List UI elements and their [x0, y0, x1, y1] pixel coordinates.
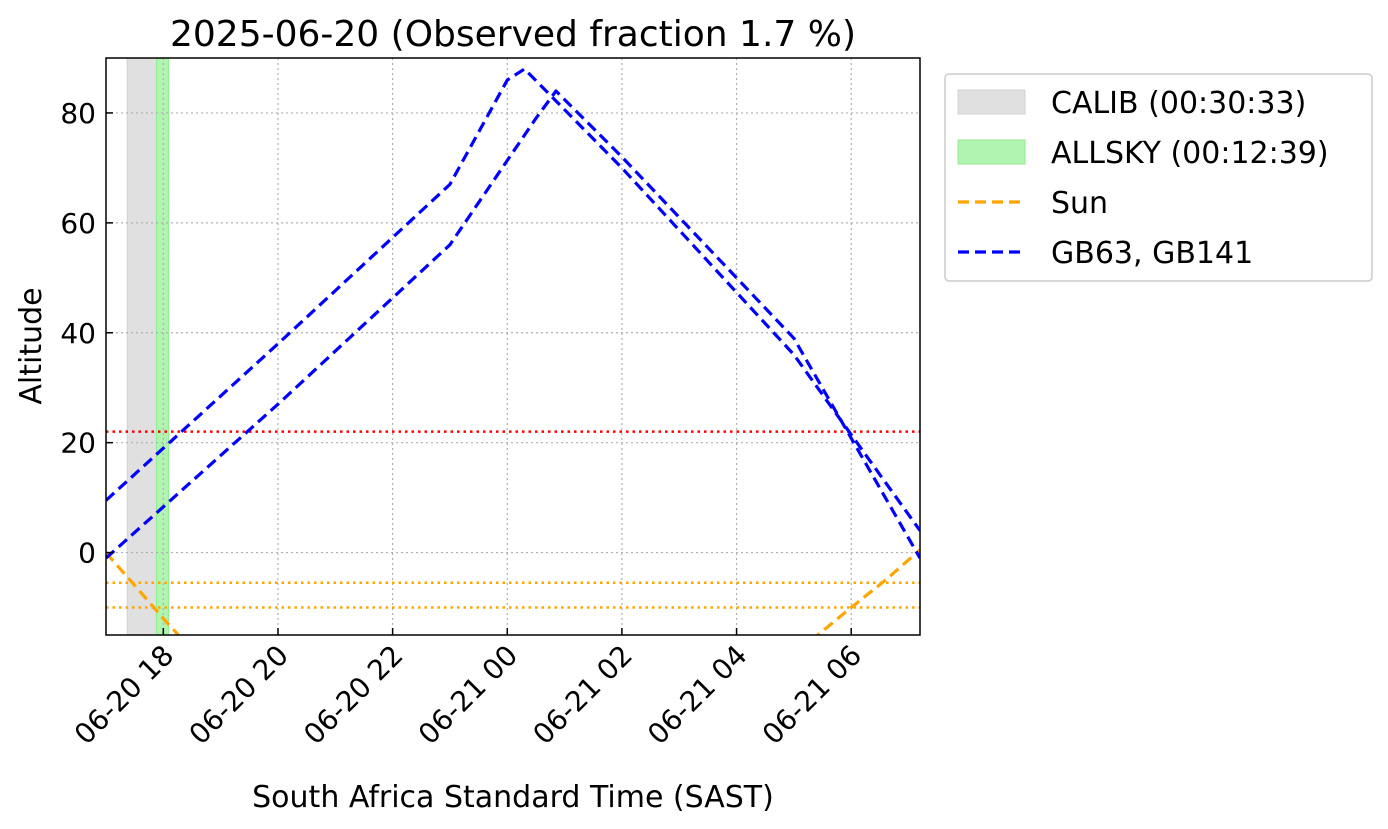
- x-tick-label-2: 06-20 22: [297, 639, 409, 751]
- y-axis-label: Altitude: [14, 287, 49, 404]
- x-tick-label-5: 06-21 04: [641, 639, 753, 751]
- legend: CALIB (00:30:33) ALLSKY (00:12:39) Sun GB63…: [944, 73, 1373, 282]
- y-tick-label-0: 0: [78, 537, 96, 570]
- chart-title: 2025-06-20 (Observed fraction 1.7 %): [170, 14, 856, 55]
- legend-swatch-1: [957, 139, 1026, 165]
- legend-label-1: ALLSKY (00:12:39): [1051, 136, 1329, 171]
- x-tick-label-4: 06-21 02: [527, 639, 639, 751]
- plot-frame: [105, 57, 921, 636]
- series-1-curve-0: [106, 67, 920, 532]
- x-tick-label-6: 06-21 06: [756, 639, 868, 751]
- legend-box: [944, 73, 1373, 282]
- y-tick-label-1: 20: [60, 427, 96, 460]
- x-tick-label-3: 06-21 00: [412, 639, 524, 751]
- series-0-curve-1: [815, 548, 920, 635]
- y-tick-label-2: 40: [60, 317, 96, 350]
- x-axis-label: South Africa Standard Time (SAST): [252, 780, 774, 815]
- series-0-curve-0: [106, 551, 181, 635]
- y-tick-label-4: 80: [60, 97, 96, 130]
- span-0: [126, 58, 157, 635]
- legend-label-0: CALIB (00:30:33): [1051, 86, 1306, 121]
- legend-label-2: Sun: [1051, 186, 1108, 221]
- legend-label-3: GB63, GB141: [1051, 236, 1253, 271]
- y-tick-label-3: 60: [60, 207, 96, 240]
- x-tick-label-0: 06-20 18: [68, 639, 180, 751]
- span-1: [155, 58, 169, 635]
- series-1-curve-1: [106, 89, 920, 560]
- x-tick-label-1: 06-20 20: [183, 639, 295, 751]
- legend-swatch-0: [957, 89, 1026, 115]
